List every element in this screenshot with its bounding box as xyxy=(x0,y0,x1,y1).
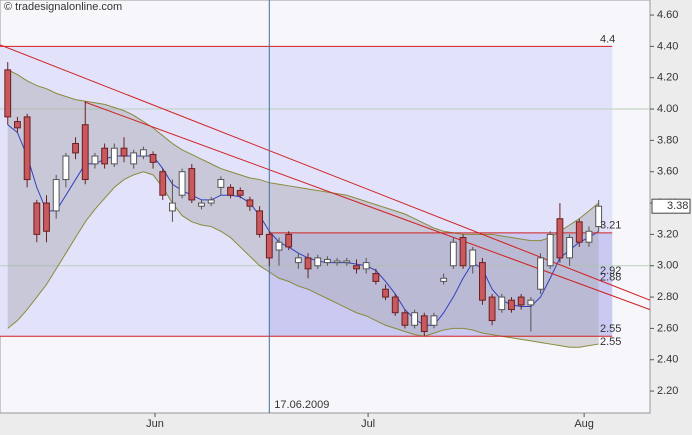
level-label: 2.55 xyxy=(600,323,621,335)
candle-body xyxy=(333,260,341,264)
candle-body xyxy=(139,149,147,157)
band-line xyxy=(7,69,599,242)
candle-body xyxy=(14,121,21,129)
candle-body xyxy=(353,265,360,270)
trendline xyxy=(84,101,651,311)
candle-body xyxy=(459,237,467,267)
x-tick-label: Jun xyxy=(146,418,164,430)
candle-body xyxy=(488,296,496,322)
candle-body xyxy=(595,205,603,228)
candle-body xyxy=(110,147,118,165)
band-fill xyxy=(7,69,599,348)
candle-body xyxy=(72,143,79,154)
candle-body xyxy=(52,179,60,212)
level-label: 2.88 xyxy=(600,271,621,283)
level-label: 2.92 xyxy=(600,265,621,277)
y-tick-label: 2.80 xyxy=(657,291,678,303)
candle-body xyxy=(420,315,428,333)
candle-body xyxy=(469,249,477,267)
candle-body xyxy=(362,262,370,270)
candle-body xyxy=(585,230,593,243)
marker-label: 17.06.2009 xyxy=(274,399,329,411)
last-price-box xyxy=(651,198,691,214)
candle-body xyxy=(372,273,380,282)
candle-body xyxy=(527,299,535,306)
candle-body xyxy=(411,312,419,326)
x-tick-label: Jul xyxy=(361,418,375,430)
candle-body xyxy=(130,152,138,165)
candle-body xyxy=(314,257,322,267)
level-label: 2.55 xyxy=(600,336,621,348)
candle-body xyxy=(256,210,264,235)
candle-body xyxy=(4,69,12,118)
candle-body xyxy=(566,237,574,259)
y-tick-label: 3.20 xyxy=(657,228,678,240)
y-tick-label: 4.20 xyxy=(657,72,678,84)
candle-body xyxy=(188,168,196,201)
y-tick-label: 3.00 xyxy=(657,260,678,272)
candle-body xyxy=(275,241,283,251)
candle-body xyxy=(343,260,351,264)
level-label: 3.21 xyxy=(600,220,621,232)
y-tick-label: 4.00 xyxy=(657,103,678,115)
candle-body xyxy=(23,116,31,181)
candle-body xyxy=(33,202,41,235)
inner-zone xyxy=(269,232,613,337)
candle-body xyxy=(217,179,225,188)
candle-body xyxy=(91,155,99,165)
candle-body xyxy=(537,257,544,290)
y-tick-label: 2.40 xyxy=(657,354,678,366)
candle-body xyxy=(81,124,89,181)
candle-body xyxy=(169,202,176,212)
y-tick-label: 4.60 xyxy=(657,9,678,21)
candle-body xyxy=(294,257,302,264)
candle-body xyxy=(508,299,515,311)
candle-body xyxy=(430,315,438,326)
y-tick-label: 3.80 xyxy=(657,134,678,146)
candle-body xyxy=(246,199,254,207)
candle-body xyxy=(324,258,331,264)
y-tick-label: 3.60 xyxy=(657,166,678,178)
candle-body xyxy=(236,190,244,196)
last-price-label: 3.38 xyxy=(667,200,688,212)
candle-body xyxy=(556,218,564,259)
candle-body xyxy=(62,155,70,181)
candle-body xyxy=(43,202,50,232)
candle-body xyxy=(304,257,312,270)
y-tick-label: 2.20 xyxy=(657,385,678,397)
y-tick-label: 2.60 xyxy=(657,322,678,334)
candle-body xyxy=(449,241,457,267)
candle-body xyxy=(159,171,167,196)
candle-body xyxy=(265,233,273,259)
candle-body xyxy=(178,171,186,196)
candle-body xyxy=(575,221,583,243)
candle-body xyxy=(101,147,109,165)
candle-body xyxy=(207,199,215,204)
candle-body xyxy=(440,277,448,282)
candle-body xyxy=(227,186,234,196)
candle-body xyxy=(479,262,486,301)
candle-body xyxy=(498,296,506,311)
candle-body xyxy=(517,296,525,306)
level-label: 4.4 xyxy=(600,33,615,45)
watermark: © tradesignalonline.com xyxy=(4,1,122,13)
y-tick-label: 4.40 xyxy=(657,40,678,52)
candle-body xyxy=(285,233,293,248)
candle-body xyxy=(391,296,399,314)
candle-body xyxy=(120,147,128,157)
candle-body xyxy=(382,288,389,298)
x-tick-label: Aug xyxy=(574,418,594,430)
candle-body xyxy=(546,233,554,267)
candle-body xyxy=(149,153,157,163)
candle-body xyxy=(401,312,409,326)
candle-body xyxy=(198,202,205,207)
